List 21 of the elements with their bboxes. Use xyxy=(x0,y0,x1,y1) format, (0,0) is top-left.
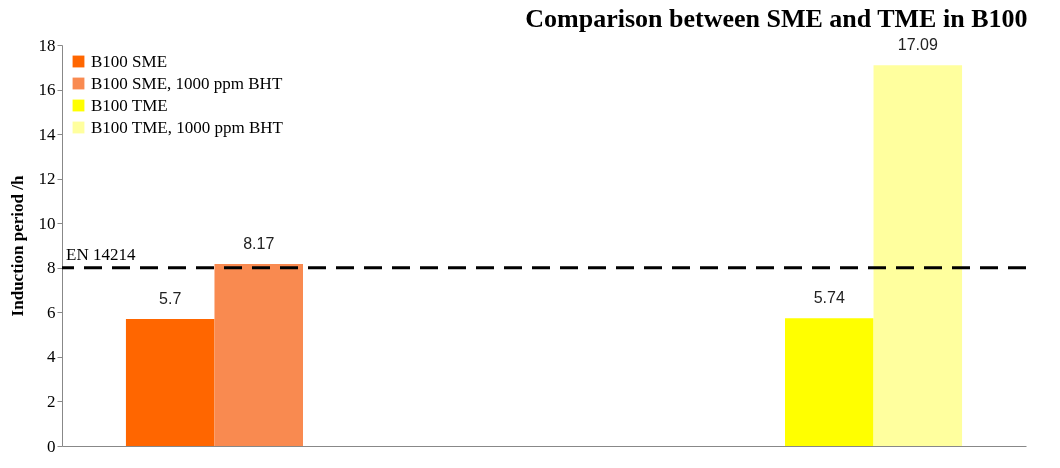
legend-label: B100 TME, 1000 ppm BHT xyxy=(91,117,284,137)
data-label: 5.7 xyxy=(159,290,182,308)
y-tick-label: 18 xyxy=(38,35,56,55)
y-tick-label: 6 xyxy=(47,302,56,322)
ref-line-label: EN 14214 xyxy=(66,244,136,264)
y-tick-label: 14 xyxy=(38,124,56,144)
legend-label: B100 SME, 1000 ppm BHT xyxy=(91,73,283,93)
legend-label: B100 TME xyxy=(91,95,168,115)
data-label: 8.17 xyxy=(243,234,275,252)
y-axis-title: Induction period /h xyxy=(7,175,27,317)
y-tick-label: 2 xyxy=(47,391,56,411)
y-tick-label: 4 xyxy=(47,347,56,367)
chart-title: Comparison between SME and TME in B100 xyxy=(525,4,1028,33)
data-label: 17.09 xyxy=(897,36,938,54)
y-tick-label: 10 xyxy=(38,213,56,233)
y-tick-label: 16 xyxy=(38,80,56,100)
y-tick-label: 0 xyxy=(47,436,56,456)
legend-label: B100 SME xyxy=(91,51,168,71)
y-tick-label: 12 xyxy=(38,169,56,189)
data-label: 5.74 xyxy=(813,289,845,307)
y-tick-label: 8 xyxy=(47,258,56,278)
